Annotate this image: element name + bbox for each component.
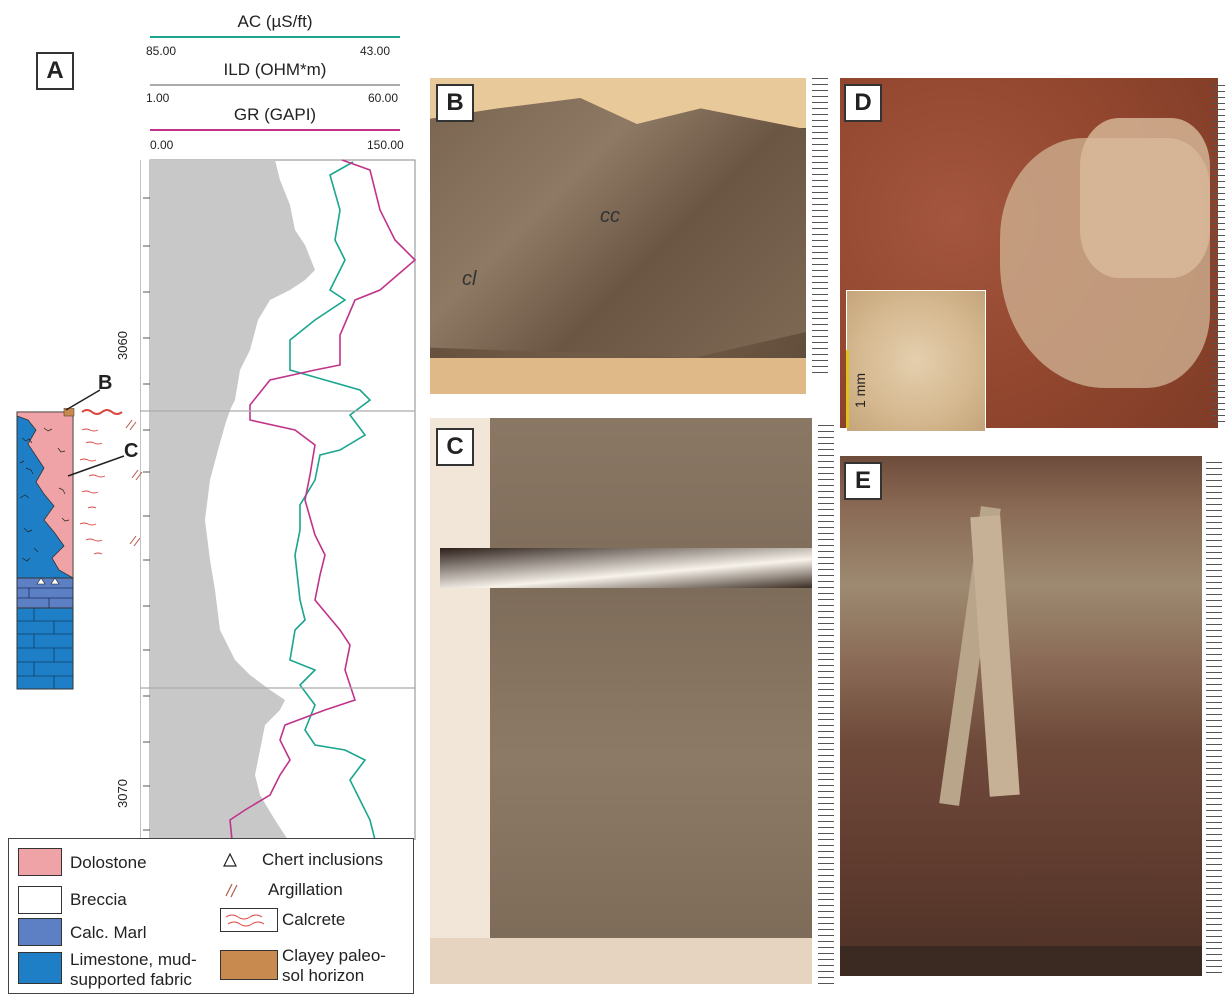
ild-curve-fill <box>150 160 315 840</box>
panel-a-label: A <box>36 52 74 90</box>
gr-left-value: 0.00 <box>150 138 174 152</box>
legend-limestone-2: supported fabric <box>70 970 192 989</box>
ac-scale-line <box>150 36 400 38</box>
legend-calc-marl: Calc. Marl <box>70 923 147 942</box>
ac-title: AC (µS/ft) <box>237 12 313 31</box>
legend-paleosol-1: Clayey paleo- <box>282 946 386 965</box>
legend-chert: Chert inclusions <box>262 850 383 869</box>
panel-b-label: B <box>436 84 474 122</box>
gr-curve <box>229 159 417 840</box>
legend-calcrete: Calcrete <box>282 910 346 929</box>
ild-left-value: 1.00 <box>146 91 170 105</box>
ild-right-value: 60.00 <box>368 91 399 105</box>
marl-swatch <box>18 918 62 946</box>
column-marker-b: B <box>98 372 113 394</box>
legend-paleosol-2: sol horizon <box>282 966 365 985</box>
ac-right-value: 43.00 <box>360 44 391 58</box>
gr-right-value: 150.00 <box>367 138 404 152</box>
ild-scale-line <box>150 84 400 86</box>
calcrete-icon <box>225 914 265 927</box>
inset-scale-bar <box>846 350 849 428</box>
marker-c-arrow <box>67 455 125 477</box>
ruler-c <box>818 425 834 985</box>
inset-scale-label: 1 mm <box>852 373 868 408</box>
ruler-e <box>1206 462 1222 977</box>
argillation-icon <box>225 883 238 898</box>
lithology-column <box>16 408 143 690</box>
core-photo-d <box>840 78 1218 428</box>
legend-argillation: Argillation <box>268 880 343 899</box>
panel-c-label: C <box>436 428 474 466</box>
panel-d-label: D <box>844 84 882 122</box>
label-cl: cl <box>462 268 477 290</box>
ac-curve <box>289 161 376 840</box>
dolostone-swatch <box>18 848 62 876</box>
gr-scale-line <box>150 129 400 131</box>
legend-limestone-1: Limestone, mud- <box>70 950 197 969</box>
ild-title: ILD (OHM*m) <box>223 60 327 79</box>
log-track <box>140 159 417 840</box>
panel-e-label: E <box>844 462 882 500</box>
legend-breccia: Breccia <box>70 890 127 909</box>
marker-b-arrow <box>65 389 101 411</box>
ruler-d <box>1212 85 1225 425</box>
column-marker-c: C <box>124 440 139 462</box>
core-photo-c <box>430 418 812 984</box>
core-photo-e <box>840 456 1202 976</box>
breccia-swatch <box>18 886 62 914</box>
legend-dolostone: Dolostone <box>70 853 147 872</box>
legend-box <box>8 838 414 994</box>
calcrete-swatch <box>220 908 278 932</box>
ac-left-value: 85.00 <box>146 44 177 58</box>
depth-label-3070: 3070 <box>115 779 130 808</box>
ruler-b <box>812 78 828 378</box>
paleosol-swatch <box>220 950 278 980</box>
label-cc: cc <box>600 205 620 227</box>
limestone-swatch <box>18 952 62 984</box>
inset-photo-d <box>846 290 986 432</box>
depth-label-3060: 3060 <box>115 331 130 360</box>
core-photo-b <box>430 78 806 394</box>
chert-triangle-icon <box>223 852 237 867</box>
gr-title: GR (GAPI) <box>233 105 317 124</box>
